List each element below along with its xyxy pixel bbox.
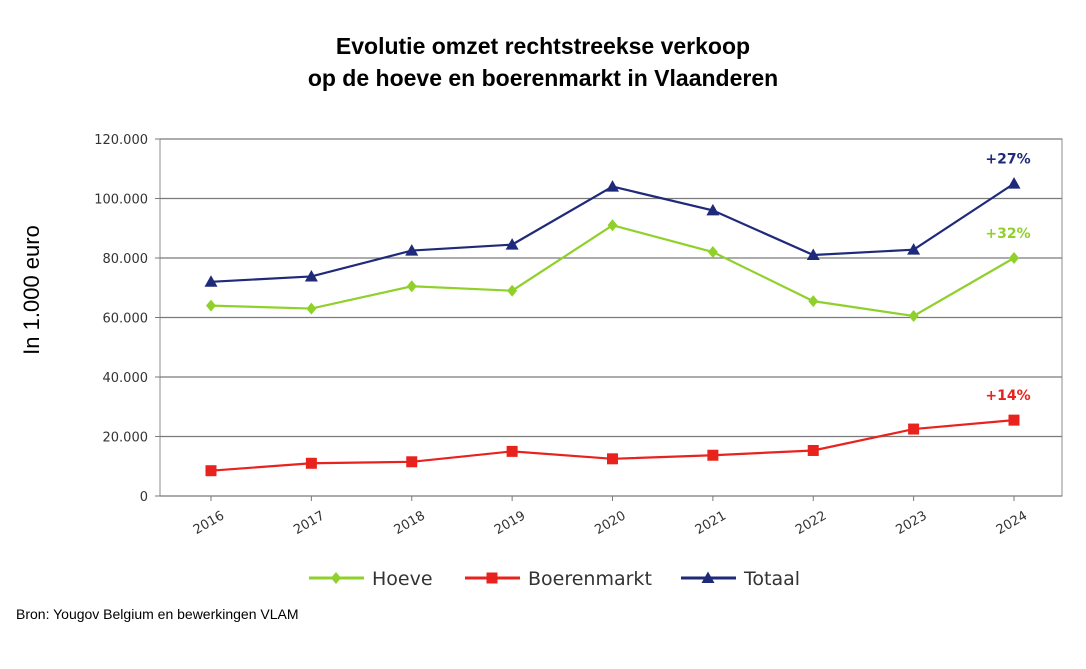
data-point-hoeve xyxy=(206,299,216,312)
y-tick-label: 20.000 xyxy=(103,431,149,446)
x-tick-label: 2017 xyxy=(291,508,327,538)
legend-label-hoeve: Hoeve xyxy=(372,568,433,590)
data-point-boerenmarkt xyxy=(908,423,920,435)
x-tick-label: 2021 xyxy=(693,508,729,538)
y-tick-label: 60.000 xyxy=(103,312,149,327)
legend-marker-totaal xyxy=(701,571,715,583)
data-point-hoeve xyxy=(406,280,417,293)
end-label-boerenmarkt: +14% xyxy=(985,388,1030,404)
data-point-boerenmarkt xyxy=(506,445,518,457)
legend-label-totaal: Totaal xyxy=(743,568,800,590)
data-point-hoeve xyxy=(1009,252,1019,264)
x-tick-label: 2023 xyxy=(893,508,929,538)
x-tick-label: 2022 xyxy=(793,508,829,538)
data-point-hoeve xyxy=(808,295,819,308)
data-point-totaal xyxy=(304,269,318,282)
data-point-totaal xyxy=(505,238,519,250)
x-tick-label: 2016 xyxy=(191,508,227,538)
data-point-hoeve xyxy=(507,284,518,297)
data-point-hoeve xyxy=(607,219,618,232)
y-tick-label: 40.000 xyxy=(103,371,149,386)
y-tick-label: 0 xyxy=(140,490,148,505)
x-tick-label: 2019 xyxy=(492,508,528,538)
end-label-totaal: +27% xyxy=(985,152,1030,168)
legend-label-boerenmarkt: Boerenmarkt xyxy=(528,568,652,590)
data-point-boerenmarkt xyxy=(305,457,317,469)
data-point-totaal xyxy=(405,244,419,256)
end-label-hoeve: +32% xyxy=(985,226,1030,242)
data-point-hoeve xyxy=(306,302,317,315)
data-point-hoeve xyxy=(707,246,718,259)
data-point-totaal xyxy=(806,248,820,261)
x-tick-label: 2020 xyxy=(592,508,628,538)
data-point-boerenmarkt xyxy=(205,465,217,477)
data-point-boerenmarkt xyxy=(607,453,618,465)
data-point-boerenmarkt xyxy=(707,449,719,461)
data-point-boerenmarkt xyxy=(807,444,819,456)
data-point-totaal xyxy=(1007,177,1021,189)
data-point-hoeve xyxy=(908,310,919,323)
legend-marker-hoeve xyxy=(331,572,341,584)
chart-title-line1: Evolutie omzet rechtstreekse verkoop xyxy=(335,33,751,59)
data-point-totaal xyxy=(606,180,619,192)
y-tick-label: 80.000 xyxy=(103,252,149,267)
chart-title-line2: op de hoeve en boerenmarkt in Vlaanderen xyxy=(307,65,779,91)
data-point-totaal xyxy=(706,203,720,216)
data-point-boerenmarkt xyxy=(1008,414,1020,426)
source-note: Bron: Yougov Belgium en bewerkingen VLAM xyxy=(16,606,299,622)
y-tick-label: 120.000 xyxy=(94,133,148,148)
data-point-totaal xyxy=(204,275,218,287)
chart-title: Evolutie omzet rechtstreekse verkoop op … xyxy=(0,30,1086,94)
y-tick-label: 100.000 xyxy=(94,193,148,208)
x-tick-label: 2024 xyxy=(994,508,1030,538)
legend-marker-boerenmarkt xyxy=(486,572,498,584)
x-tick-label: 2018 xyxy=(392,508,428,538)
data-point-boerenmarkt xyxy=(406,456,418,468)
data-point-totaal xyxy=(907,243,921,255)
